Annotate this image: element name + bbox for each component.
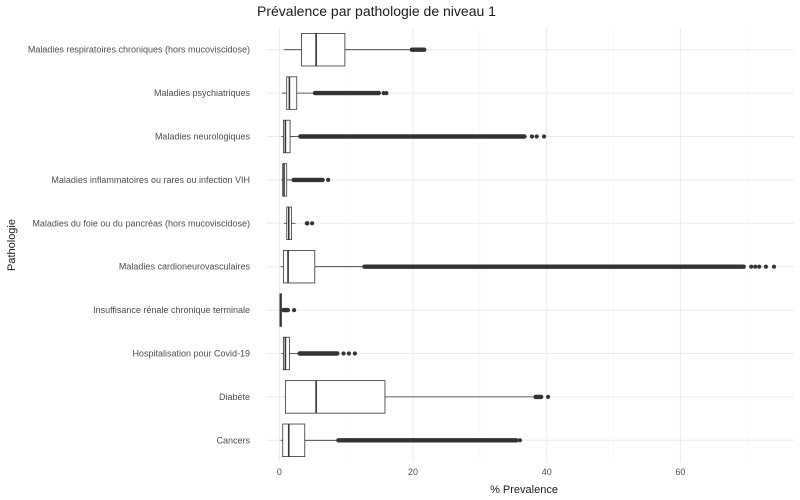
chart-title: Prévalence par pathologie de niveau 1 [257, 3, 496, 19]
outlier-point [352, 351, 357, 356]
iqr-box [301, 33, 346, 67]
boxplot-item [279, 293, 297, 327]
boxplot-item [280, 250, 777, 284]
category-label: Cancers [216, 435, 250, 445]
x-tick-label: 0 [277, 467, 282, 477]
outlier-point [763, 264, 769, 269]
outlier-band [298, 134, 527, 139]
outlier-band [533, 394, 544, 400]
outlier-band [291, 177, 325, 183]
category-label: Maladies du foie ou du pancréas (hors mu… [32, 218, 250, 228]
outlier-band [304, 221, 310, 226]
x-axis-title: % Prevalence [490, 484, 558, 496]
outlier-band [362, 264, 746, 269]
outlier-point [771, 264, 777, 269]
iqr-box [282, 119, 291, 154]
outlier-band [297, 351, 340, 356]
outlier-point [310, 221, 315, 226]
outlier-point [529, 134, 535, 139]
x-tick-label: 60 [675, 467, 685, 477]
category-label: Maladies inflammatoires ou rares ou infe… [51, 175, 250, 185]
outlier-band [281, 307, 291, 313]
outlier-point [384, 91, 389, 96]
outlier-point [757, 264, 762, 269]
category-label: Diabète [219, 392, 250, 402]
outlier-point [291, 308, 297, 313]
category-label: Maladies respiratoires chroniques (hors … [28, 45, 250, 55]
category-label: Maladies psychiatriques [154, 88, 251, 98]
iqr-box [284, 380, 386, 414]
iqr-box [282, 423, 306, 457]
y-axis-title: Pathologie [6, 219, 18, 271]
outlier-point [541, 134, 547, 139]
boxplot-item [281, 163, 331, 197]
outlier-point [346, 351, 351, 356]
category-labels: Maladies respiratoires chroniques (hors … [28, 45, 251, 446]
outlier-point [341, 351, 346, 356]
x-tick-label: 40 [542, 467, 552, 477]
outlier-band [312, 90, 381, 96]
iqr-box [286, 76, 298, 110]
outlier-point [545, 394, 551, 399]
x-tick-label: 20 [408, 467, 418, 477]
boxplot-series [279, 33, 777, 457]
boxplot-item [282, 76, 389, 110]
category-label: Maladies neurologiques [155, 132, 251, 142]
outlier-point [326, 177, 331, 182]
x-tick-labels: 0 20 40 60 [277, 467, 686, 477]
boxplot-item [284, 33, 427, 67]
outlier-point [517, 438, 523, 443]
category-label: Hospitalisation pour Covid-19 [132, 349, 250, 359]
iqr-box [282, 336, 290, 371]
boxplot-item [284, 380, 551, 414]
boxplot-item [281, 336, 357, 371]
outlier-point [534, 134, 539, 139]
boxplot-item [280, 423, 523, 457]
boxplot-item [281, 119, 547, 154]
category-label: Maladies cardioneurovasculaires [119, 262, 251, 272]
outlier-point [753, 264, 758, 269]
boxplot-item [284, 206, 315, 240]
outlier-band [336, 438, 519, 443]
outlier-band [409, 47, 427, 52]
outlier-point [749, 264, 754, 269]
category-label: Insuffisance rénale chronique terminale [93, 305, 250, 315]
